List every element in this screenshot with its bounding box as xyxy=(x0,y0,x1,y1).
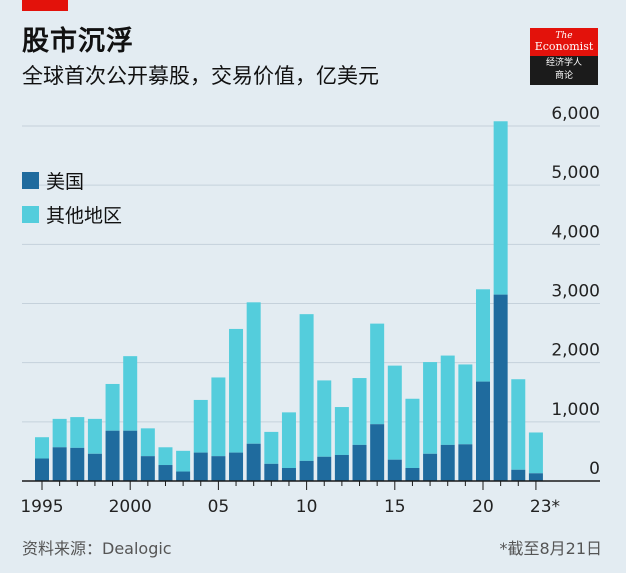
bar-other xyxy=(299,314,314,461)
bar-us xyxy=(405,467,420,481)
x-tick-label: 10 xyxy=(296,497,318,517)
bar-us xyxy=(35,458,49,481)
y-tick-label: 4,000 xyxy=(551,222,600,242)
bar-us xyxy=(370,424,385,481)
bar-other xyxy=(317,380,332,457)
legend-swatch-us xyxy=(22,171,39,189)
x-tick-label: 23* xyxy=(530,497,560,517)
bar-other xyxy=(493,121,508,295)
legend-item-us: 美国 xyxy=(22,166,122,194)
bar-other xyxy=(123,356,138,431)
bar-other xyxy=(193,399,208,453)
chart-title: 股市沉浮 xyxy=(22,26,134,57)
bar-us xyxy=(493,294,508,481)
bar-other xyxy=(140,428,155,457)
x-tick-label: 1995 xyxy=(20,497,63,517)
bar-other xyxy=(35,437,49,459)
y-tick-label: 2,000 xyxy=(551,341,600,361)
legend-item-other: 其他地区 xyxy=(22,200,122,228)
bar-us xyxy=(334,454,349,481)
legend-label-us: 美国 xyxy=(46,170,85,193)
bar-us xyxy=(281,467,296,481)
bar-us xyxy=(229,452,244,481)
y-tick-label: 0 xyxy=(589,459,600,479)
bar-us xyxy=(476,381,490,481)
bar-us xyxy=(317,456,332,481)
economist-logo: The Economist 经济学人 商论 xyxy=(530,28,598,85)
logo-line-3: 经济学人 xyxy=(545,58,582,68)
y-tick-label: 5,000 xyxy=(551,163,600,183)
bar-us xyxy=(299,460,314,481)
x-tick-label: 2000 xyxy=(109,497,152,517)
logo-line-4: 商论 xyxy=(554,71,573,81)
bar-us xyxy=(87,453,102,481)
bar-us xyxy=(140,456,155,481)
bar-other xyxy=(52,418,67,448)
logo-line-2: Economist xyxy=(534,40,594,53)
bar-other xyxy=(405,398,420,468)
bar-us xyxy=(387,459,402,481)
bar-other xyxy=(352,378,367,445)
bar-other xyxy=(246,302,261,444)
bar-other xyxy=(87,418,102,454)
bar-other xyxy=(229,328,244,453)
logo-line-1: The xyxy=(555,31,573,41)
bar-other xyxy=(387,365,402,460)
legend-swatch-other xyxy=(22,205,39,223)
bar-us xyxy=(423,453,438,481)
bar-other xyxy=(423,362,438,454)
bar-other xyxy=(476,289,490,382)
bar-us xyxy=(70,447,85,481)
y-tick-label: 6,000 xyxy=(551,104,600,124)
bar-us xyxy=(105,430,120,481)
bar-us xyxy=(511,469,526,481)
logo-subtitle: 经济学人 商论 xyxy=(530,56,598,85)
x-tick-label: 05 xyxy=(208,497,230,517)
y-tick-label: 3,000 xyxy=(551,282,600,302)
bar-other xyxy=(158,447,173,466)
bar-us xyxy=(52,447,67,481)
bar-us xyxy=(158,465,173,481)
chart-legend: 美国 其他地区 xyxy=(22,166,122,234)
source-note: 资料来源：Dealogic xyxy=(22,539,172,558)
chart-subtitle: 全球首次公开募股，交易价值，亿美元 xyxy=(22,64,379,88)
bar-other xyxy=(176,450,191,472)
bar-other xyxy=(211,377,226,457)
brand-tag xyxy=(22,0,68,11)
bar-us xyxy=(352,444,367,481)
bar-us xyxy=(246,443,261,481)
bar-us xyxy=(264,463,279,481)
legend-label-other: 其他地区 xyxy=(46,204,123,227)
bar-other xyxy=(281,412,296,468)
bar-us xyxy=(193,452,208,481)
bar-other xyxy=(334,407,349,455)
bar-other xyxy=(370,323,385,425)
bar-other xyxy=(458,364,473,445)
bar-other xyxy=(70,417,85,448)
bar-us xyxy=(211,456,226,481)
x-tick-label: 20 xyxy=(472,497,494,517)
bar-us xyxy=(440,444,455,481)
bar-other xyxy=(528,432,543,474)
y-tick-label: 1,000 xyxy=(551,400,600,420)
bar-other xyxy=(264,431,279,464)
date-footnote: *截至8月21日 xyxy=(499,539,602,558)
bar-us xyxy=(176,471,191,481)
bar-us xyxy=(528,473,543,481)
bar-us xyxy=(123,430,138,481)
bar-other xyxy=(105,383,120,431)
bar-us xyxy=(458,444,473,481)
x-tick-label: 15 xyxy=(384,497,406,517)
bar-other xyxy=(511,379,526,470)
bar-other xyxy=(440,355,455,445)
